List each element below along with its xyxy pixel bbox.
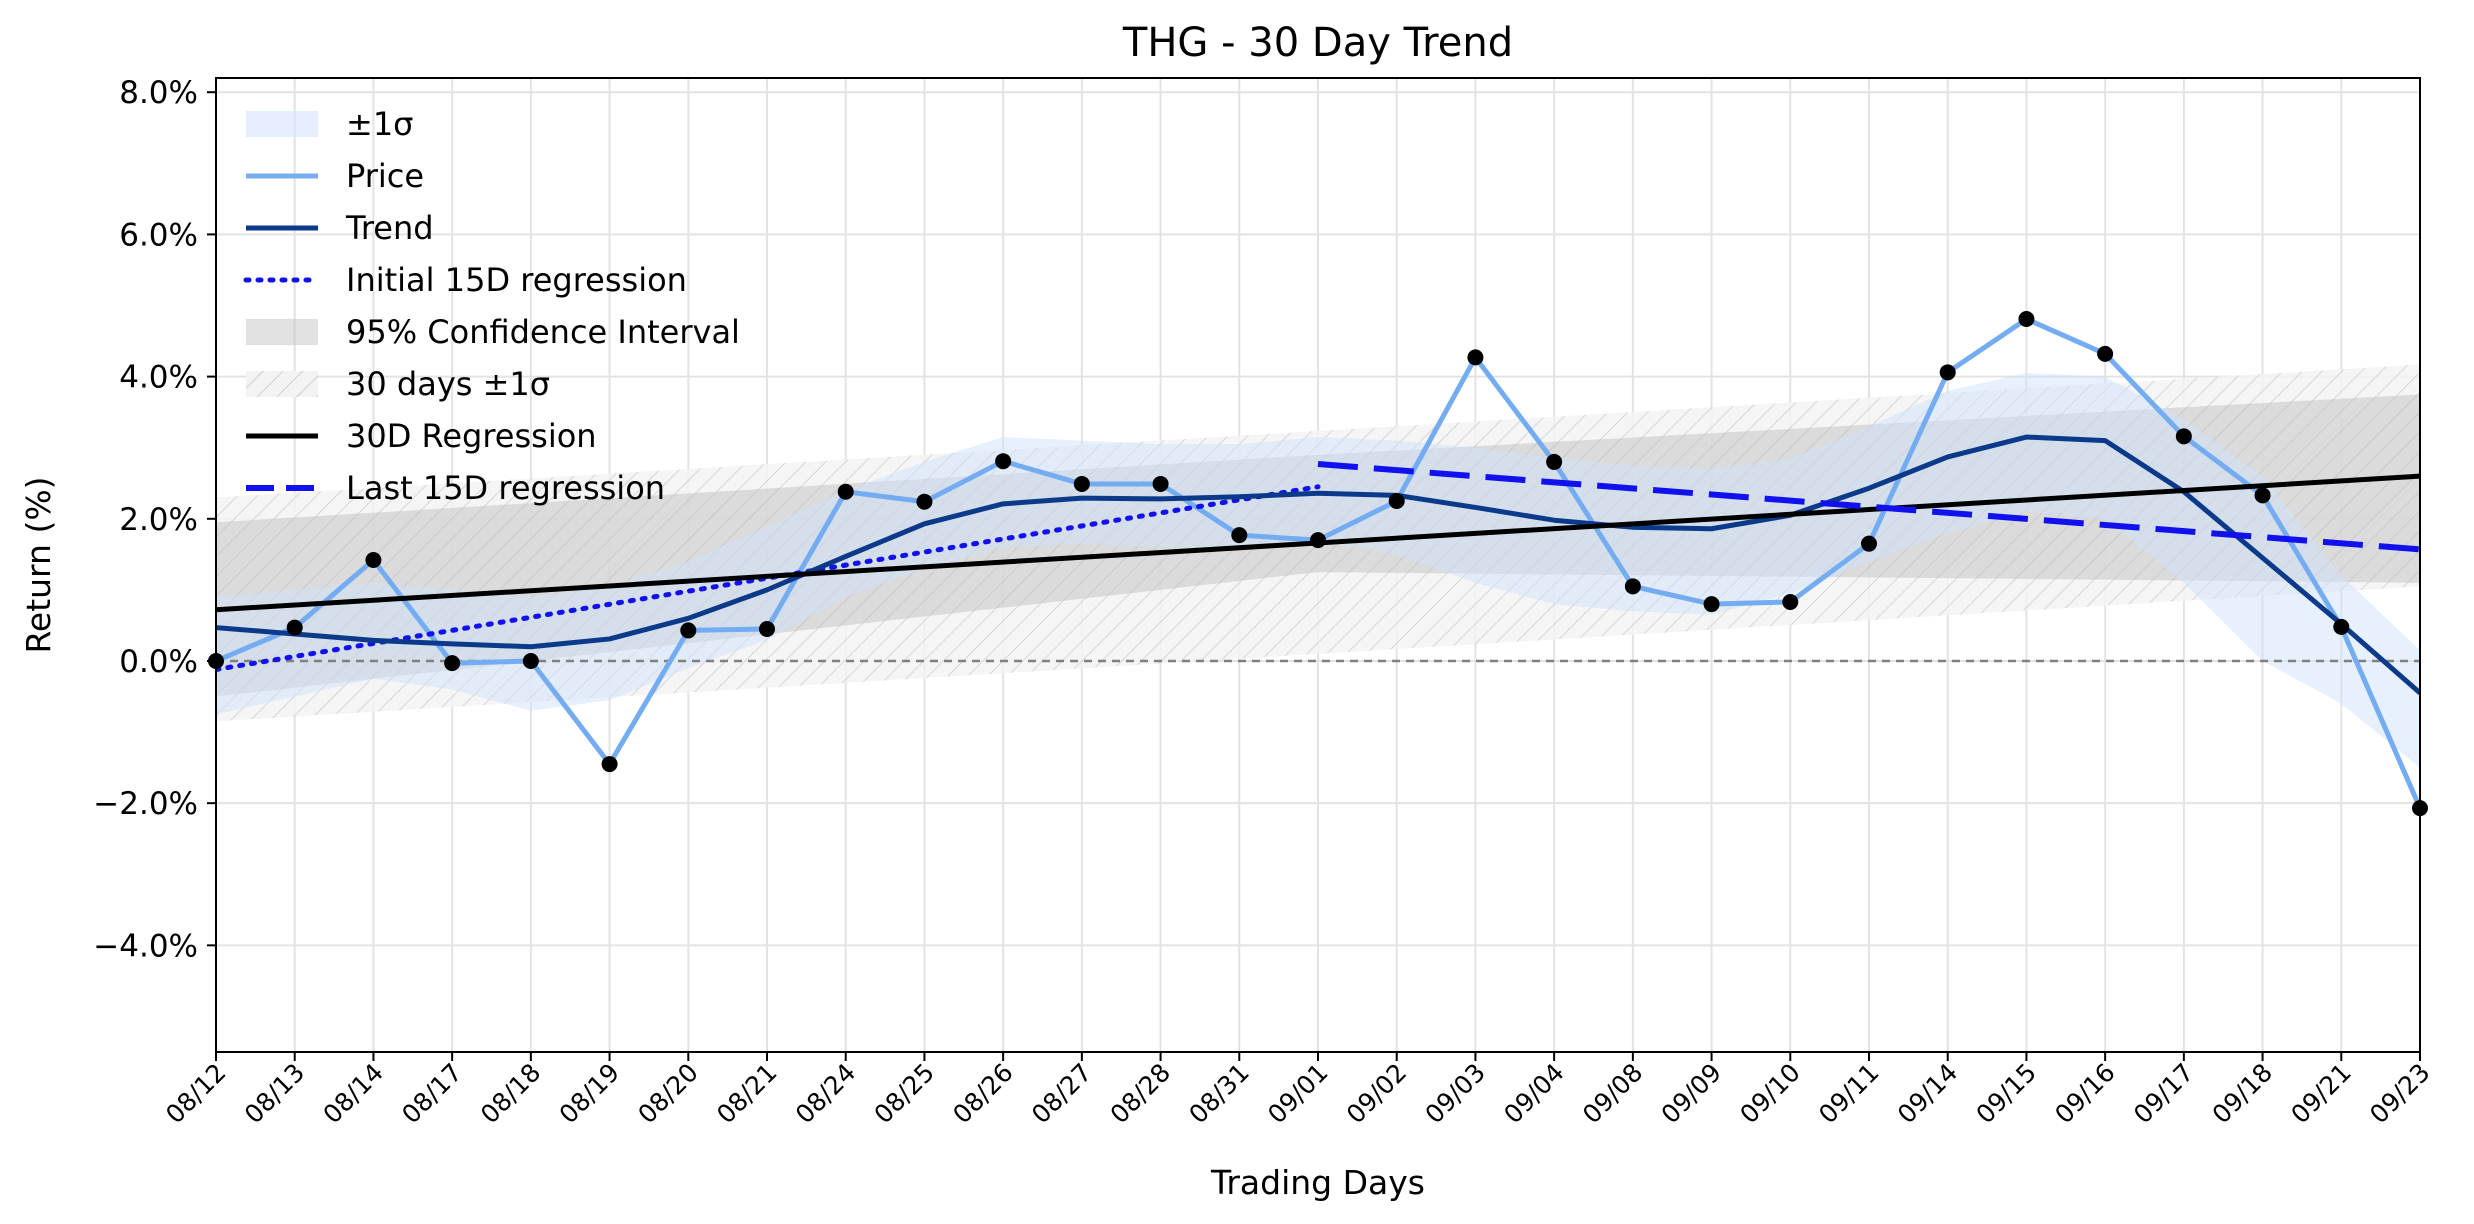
- legend-label: Price: [346, 157, 424, 195]
- x-tick-label: 08/13: [239, 1058, 310, 1129]
- y-tick-label: −4.0%: [93, 928, 198, 964]
- x-tick-label: 08/26: [947, 1058, 1018, 1129]
- legend-item: 30D Regression: [246, 417, 597, 455]
- x-tick-label: 09/03: [1420, 1058, 1491, 1129]
- price-point: [1546, 453, 1563, 470]
- price-point: [1939, 364, 1956, 381]
- x-tick-label: 09/16: [2049, 1058, 2120, 1129]
- price-point: [1703, 596, 1720, 613]
- price-point: [1388, 493, 1405, 510]
- x-tick-label: 09/14: [1892, 1058, 1963, 1129]
- x-tick-label: 09/04: [1498, 1058, 1569, 1129]
- y-tick-label: 8.0%: [119, 75, 198, 111]
- x-tick-label: 09/02: [1341, 1058, 1412, 1129]
- x-tick-label: 08/20: [632, 1058, 703, 1129]
- x-tick-label: 08/17: [396, 1058, 467, 1129]
- price-point: [680, 622, 697, 639]
- legend-item: 30 days ±1σ: [246, 365, 550, 403]
- legend-swatch: [246, 319, 318, 345]
- legend-item: Last 15D regression: [246, 469, 665, 507]
- x-tick-label: 08/21: [711, 1058, 782, 1129]
- price-point: [2175, 428, 2192, 445]
- price-point: [286, 619, 303, 636]
- y-tick-label: 0.0%: [119, 644, 198, 680]
- y-tick-label: 4.0%: [119, 360, 198, 396]
- price-points-layer: [208, 311, 2428, 817]
- x-tick-label: 09/21: [2285, 1058, 2356, 1129]
- legend-label: ±1σ: [346, 105, 413, 143]
- price-point: [916, 493, 933, 510]
- x-tick-label: 08/31: [1183, 1058, 1254, 1129]
- x-tick-label: 08/25: [869, 1058, 940, 1129]
- x-tick-label: 08/27: [1026, 1058, 1097, 1129]
- x-tick-label: 08/19: [554, 1058, 625, 1129]
- legend-item: Initial 15D regression: [243, 261, 687, 299]
- legend-item: 95% Confidence Interval: [246, 313, 740, 351]
- y-tick-label: 2.0%: [119, 502, 198, 538]
- price-point: [1231, 527, 1248, 544]
- price-point: [1152, 475, 1169, 492]
- x-tick-label: 09/09: [1656, 1058, 1727, 1129]
- legend-item: ±1σ: [246, 105, 413, 143]
- x-tick-label: 08/14: [318, 1058, 389, 1129]
- price-point: [522, 652, 539, 669]
- legend-label: 30D Regression: [346, 417, 597, 455]
- x-tick-label: 09/01: [1262, 1058, 1333, 1129]
- band-sigma: [216, 373, 2420, 768]
- x-tick-label: 09/17: [2128, 1058, 2199, 1129]
- y-tick-label: −2.0%: [93, 786, 198, 822]
- x-tick-label: 09/23: [2364, 1058, 2435, 1129]
- price-point: [2254, 487, 2271, 504]
- chart-title: THG - 30 Day Trend: [1122, 20, 1513, 66]
- x-tick-label: 08/28: [1105, 1058, 1176, 1129]
- price-point: [759, 620, 775, 637]
- price-point: [2018, 311, 2035, 328]
- x-tick-label: 09/10: [1734, 1058, 1805, 1129]
- legend-label: 30 days ±1σ: [346, 365, 550, 403]
- price-point: [1624, 578, 1641, 595]
- legend-item: Price: [246, 157, 424, 195]
- price-point: [1861, 535, 1877, 552]
- price-point: [2097, 345, 2114, 362]
- price-point: [365, 552, 382, 569]
- series-last-15d-regression: [1317, 461, 2420, 553]
- x-tick-label: 09/08: [1577, 1058, 1648, 1129]
- legend-swatch: [246, 371, 318, 397]
- legend-label: Last 15D regression: [346, 469, 665, 507]
- legend: ±1σ Price Trend Initial 15D regression 95% C…: [243, 105, 740, 507]
- legend-label: Trend: [345, 209, 434, 247]
- x-tick-label: 09/11: [1813, 1058, 1884, 1129]
- x-tick-label: 08/12: [160, 1058, 231, 1129]
- price-point: [2333, 618, 2350, 635]
- price-point: [1310, 532, 1326, 549]
- price-point: [444, 655, 461, 672]
- legend-label: 95% Confidence Interval: [346, 313, 740, 351]
- legend-label: Initial 15D regression: [346, 261, 687, 299]
- price-point: [995, 453, 1012, 470]
- price-point: [1467, 349, 1484, 366]
- price-point: [1073, 475, 1090, 492]
- price-point: [601, 756, 618, 773]
- x-axis-ticks: 08/12 08/13 08/14 08/17 08/18 08/19 08/20 08/21…: [160, 1052, 2436, 1129]
- y-tick-label: 6.0%: [119, 217, 198, 253]
- x-tick-label: 08/24: [790, 1058, 861, 1129]
- y-axis-label: Return (%): [19, 476, 58, 653]
- legend-swatch: [246, 111, 318, 137]
- x-tick-label: 09/15: [1971, 1058, 2042, 1129]
- x-axis-label: Trading Days: [1210, 1163, 1425, 1202]
- series-trend: [216, 434, 2420, 695]
- price-point: [1782, 593, 1799, 610]
- x-tick-label: 09/18: [2207, 1058, 2278, 1129]
- legend-item: Trend: [246, 209, 434, 247]
- price-point: [837, 483, 854, 500]
- y-axis-ticks: −4.0% −2.0% 0.0% 2.0% 4.0% 6.0% 8.0%: [93, 75, 216, 964]
- x-tick-label: 08/18: [475, 1058, 546, 1129]
